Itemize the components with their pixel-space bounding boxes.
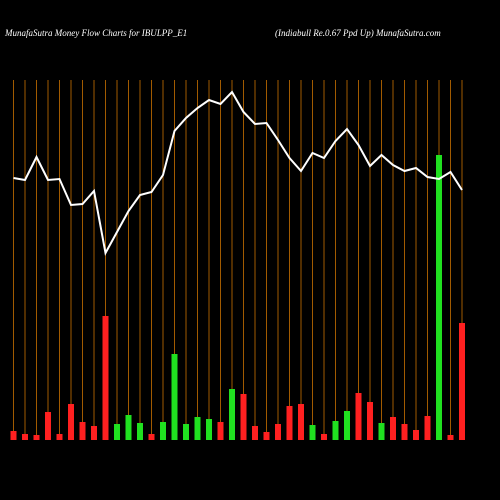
bar — [332, 421, 339, 440]
bar — [309, 425, 316, 440]
bar — [10, 431, 17, 440]
bar — [79, 422, 86, 440]
price-line — [13, 90, 463, 256]
bar — [355, 393, 362, 440]
bar — [344, 411, 350, 440]
bar — [447, 435, 454, 440]
bar — [22, 434, 28, 440]
bar — [91, 426, 97, 440]
bar — [252, 426, 258, 440]
chart-subtitle: (Indiabull Re.0.67 Ppd Up) MunafaSutra.c… — [275, 28, 441, 38]
bar — [45, 412, 51, 440]
bar — [275, 424, 281, 440]
bar — [286, 406, 293, 440]
bar — [68, 404, 74, 440]
bar — [263, 432, 270, 440]
bar — [102, 316, 109, 440]
bar — [240, 394, 247, 440]
bar — [137, 423, 143, 440]
bar — [183, 424, 189, 440]
bar — [367, 402, 373, 440]
bar — [413, 430, 419, 440]
bar — [171, 354, 178, 440]
bar — [125, 415, 132, 440]
bar — [217, 422, 224, 440]
bar — [459, 323, 465, 440]
bar — [206, 419, 212, 440]
bar — [33, 435, 40, 440]
bar — [114, 424, 120, 440]
bar — [378, 423, 385, 440]
bar — [390, 417, 396, 440]
bar — [298, 404, 304, 440]
bar — [424, 416, 431, 440]
bar — [56, 434, 63, 440]
bar — [401, 424, 408, 440]
bar — [194, 417, 201, 440]
bar — [229, 389, 235, 440]
chart-title: MunafaSutra Money Flow Charts for IBULPP… — [4, 28, 187, 38]
bar — [321, 434, 327, 440]
bar — [160, 422, 166, 440]
bar — [436, 155, 442, 440]
bar — [148, 434, 155, 440]
